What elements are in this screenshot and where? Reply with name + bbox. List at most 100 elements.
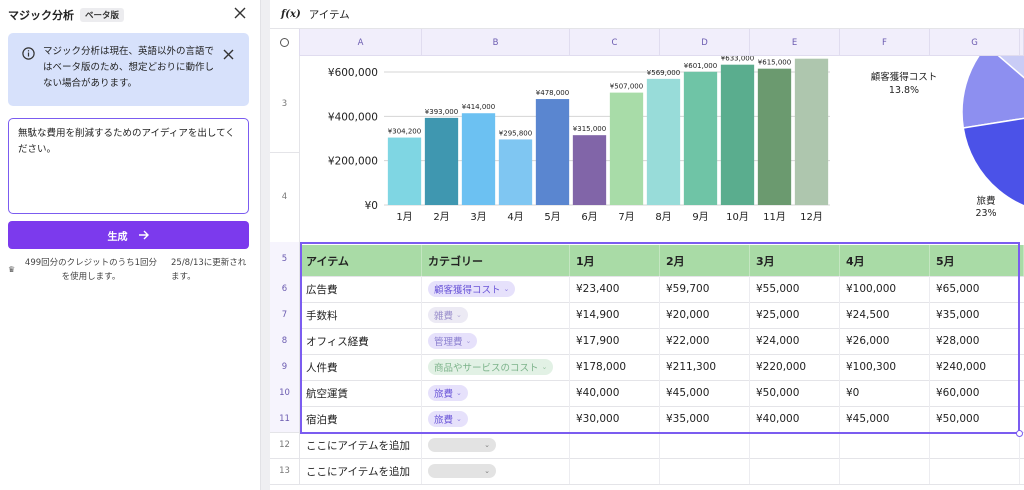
category-tag[interactable]: 旅費 ⌄ xyxy=(428,385,468,401)
bar[interactable] xyxy=(646,78,681,205)
column-header[interactable]: F xyxy=(840,29,930,56)
empty-cell[interactable] xyxy=(840,458,930,484)
header-cell[interactable]: 3月 xyxy=(750,245,840,276)
bar[interactable] xyxy=(794,58,829,206)
item-cell[interactable]: 人件費 xyxy=(300,354,422,380)
bar[interactable] xyxy=(683,71,718,205)
bar[interactable] xyxy=(424,117,459,205)
bar[interactable] xyxy=(498,139,533,205)
empty-cell[interactable] xyxy=(750,432,840,458)
prompt-input[interactable]: 無駄な費用を削減するためのアイディアを出してください。 xyxy=(8,118,249,214)
category-cell[interactable]: 商品やサービスのコスト ⌄ xyxy=(422,354,570,380)
column-header[interactable]: A xyxy=(300,29,422,56)
empty-cell[interactable] xyxy=(930,458,1020,484)
category-cell[interactable]: 雑費 ⌄ xyxy=(422,302,570,328)
close-panel-button[interactable] xyxy=(231,4,249,22)
amount-cell[interactable]: ¥220,000 xyxy=(750,354,840,380)
generate-button[interactable]: 生成 xyxy=(8,221,249,249)
amount-cell[interactable]: ¥100,300 xyxy=(840,354,930,380)
amount-cell[interactable]: ¥23,400 xyxy=(570,276,660,302)
item-cell[interactable]: 手数料 xyxy=(300,302,422,328)
amount-cell[interactable]: ¥50,000 xyxy=(750,380,840,406)
header-cell[interactable]: 5月 xyxy=(930,245,1020,276)
column-header[interactable]: C xyxy=(570,29,660,56)
amount-cell[interactable]: ¥59,700 xyxy=(660,276,750,302)
item-cell[interactable]: オフィス経費 xyxy=(300,328,422,354)
row-number[interactable]: 9 xyxy=(270,354,300,380)
header-cell[interactable]: 1月 xyxy=(570,245,660,276)
item-cell[interactable]: 航空運賃 xyxy=(300,380,422,406)
amount-cell[interactable]: ¥0 xyxy=(840,380,930,406)
empty-cell[interactable] xyxy=(660,458,750,484)
amount-cell[interactable]: ¥26,000 xyxy=(840,328,930,354)
bar[interactable] xyxy=(609,92,644,205)
category-dropdown[interactable]: ⌄ xyxy=(428,464,496,478)
row-number[interactable]: 4 xyxy=(270,152,300,242)
amount-cell[interactable]: ¥100,000 xyxy=(840,276,930,302)
bar[interactable] xyxy=(572,135,607,205)
row-number[interactable]: 3 xyxy=(270,56,300,152)
column-header[interactable]: B xyxy=(422,29,570,56)
header-cell[interactable]: 4月 xyxy=(840,245,930,276)
item-cell[interactable]: 宿泊費 xyxy=(300,406,422,432)
add-item-cell[interactable]: ここにアイテムを追加 xyxy=(300,432,422,458)
add-item-cell[interactable]: ここにアイテムを追加 xyxy=(300,458,422,484)
category-cell[interactable]: 顧客獲得コスト ⌄ xyxy=(422,276,570,302)
amount-cell[interactable]: ¥20,000 xyxy=(660,302,750,328)
row-number[interactable]: 12 xyxy=(270,432,300,458)
row-number[interactable]: 13 xyxy=(270,458,300,484)
amount-cell[interactable]: ¥65,000 xyxy=(930,276,1020,302)
empty-cell[interactable] xyxy=(660,432,750,458)
row-number[interactable]: 5 xyxy=(270,242,300,276)
column-header[interactable]: G xyxy=(930,29,1020,56)
amount-cell[interactable]: ¥28,000 xyxy=(930,328,1020,354)
category-cell[interactable]: ⌄ xyxy=(422,432,570,458)
amount-cell[interactable]: ¥240,000 xyxy=(930,354,1020,380)
amount-cell[interactable]: ¥45,000 xyxy=(660,380,750,406)
amount-cell[interactable]: ¥25,000 xyxy=(750,302,840,328)
bar[interactable] xyxy=(461,113,496,205)
pie-slice-acquisition[interactable] xyxy=(961,56,1024,129)
amount-cell[interactable]: ¥45,000 xyxy=(840,406,930,432)
row-number[interactable]: 7 xyxy=(270,302,300,328)
amount-cell[interactable]: ¥30,000 xyxy=(570,406,660,432)
amount-cell[interactable]: ¥24,000 xyxy=(750,328,840,354)
header-cell[interactable]: アイテム xyxy=(300,245,422,276)
category-cell[interactable]: 旅費 ⌄ xyxy=(422,380,570,406)
amount-cell[interactable]: ¥50,000 xyxy=(930,406,1020,432)
amount-cell[interactable]: ¥40,000 xyxy=(570,380,660,406)
select-all-button[interactable] xyxy=(270,29,300,56)
bar[interactable] xyxy=(535,99,570,205)
formula-bar[interactable]: f(x) アイテム xyxy=(270,0,1024,29)
monthly-expense-bar-chart[interactable]: ¥0 ¥200,000 ¥400,000 ¥600,000 ¥304,200 1月 ¥393… xyxy=(300,56,1024,242)
amount-cell[interactable]: ¥60,000 xyxy=(930,380,1020,406)
amount-cell[interactable]: ¥40,000 xyxy=(750,406,840,432)
header-cell[interactable]: カテゴリー xyxy=(422,245,570,276)
bar[interactable] xyxy=(720,64,755,205)
pie-slice-travel[interactable] xyxy=(962,112,1024,214)
amount-cell[interactable]: ¥22,000 xyxy=(660,328,750,354)
header-cell[interactable]: 2月 xyxy=(660,245,750,276)
amount-cell[interactable]: ¥17,900 xyxy=(570,328,660,354)
category-dropdown[interactable]: ⌄ xyxy=(428,438,496,452)
bar[interactable] xyxy=(387,137,422,205)
category-tag[interactable]: 顧客獲得コスト ⌄ xyxy=(428,281,516,297)
category-cell[interactable]: ⌄ xyxy=(422,458,570,484)
bar[interactable] xyxy=(757,68,792,205)
amount-cell[interactable]: ¥55,000 xyxy=(750,276,840,302)
empty-cell[interactable] xyxy=(840,432,930,458)
column-header[interactable]: D xyxy=(660,29,750,56)
row-number[interactable]: 10 xyxy=(270,380,300,406)
category-tag[interactable]: 商品やサービスのコスト ⌄ xyxy=(428,359,554,375)
empty-cell[interactable] xyxy=(570,432,660,458)
category-cell[interactable]: 旅費 ⌄ xyxy=(422,406,570,432)
item-cell[interactable]: 広告費 xyxy=(300,276,422,302)
amount-cell[interactable]: ¥24,500 xyxy=(840,302,930,328)
amount-cell[interactable]: ¥211,300 xyxy=(660,354,750,380)
category-cell[interactable]: 管理費 ⌄ xyxy=(422,328,570,354)
column-header[interactable]: E xyxy=(750,29,840,56)
category-tag[interactable]: 管理費 ⌄ xyxy=(428,333,478,349)
amount-cell[interactable]: ¥35,000 xyxy=(660,406,750,432)
category-tag[interactable]: 雑費 ⌄ xyxy=(428,307,468,323)
empty-cell[interactable] xyxy=(570,458,660,484)
